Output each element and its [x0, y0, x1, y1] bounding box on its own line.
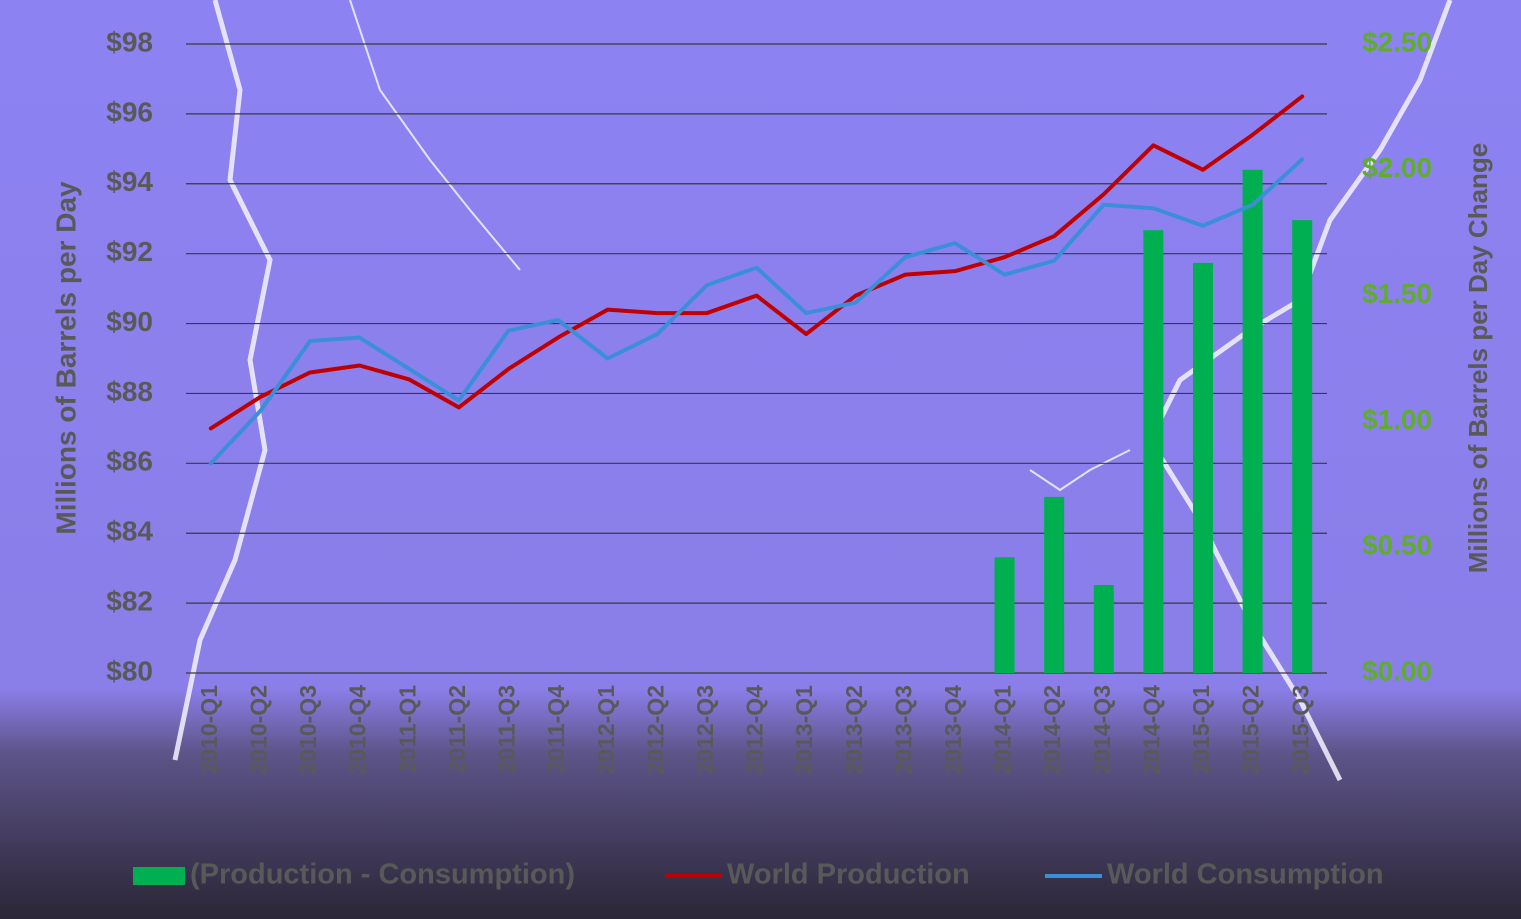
x-tick-label: 2014-Q1	[990, 685, 1016, 775]
x-tick-label: 2014-Q4	[1138, 685, 1164, 775]
bar	[1093, 584, 1114, 673]
x-tick-label: 2013-Q4	[940, 685, 966, 775]
x-tick-label: 2012-Q3	[692, 685, 718, 775]
x-tick-label: 2011-Q2	[444, 685, 470, 773]
x-tick-label: 2013-Q1	[791, 685, 817, 775]
y2-tick-label: $0.50	[1362, 530, 1432, 561]
x-tick-label: 2011-Q4	[543, 685, 569, 773]
y-tick-label: $92	[106, 236, 153, 267]
x-tick-label: 2012-Q4	[742, 685, 768, 775]
bar	[1242, 169, 1263, 674]
y-tick-label: $90	[106, 306, 153, 337]
bar	[1143, 230, 1164, 673]
x-tick-label: 2013-Q2	[841, 685, 867, 775]
legend-swatch	[133, 867, 185, 885]
y2-tick-label: $2.50	[1362, 26, 1432, 57]
x-tick-label: 2014-Q3	[1089, 685, 1115, 775]
legend-label: World Production	[727, 859, 970, 891]
x-tick-label: 2012-Q2	[642, 685, 668, 775]
x-tick-label: 2011-Q1	[394, 685, 420, 773]
y-axis-title: Millions of Barrels per Day	[50, 181, 81, 535]
y-tick-label: $88	[106, 376, 153, 407]
y2-axis-title: Millions of Barrels per Day Change	[1463, 143, 1493, 574]
x-tick-label: 2011-Q3	[494, 685, 520, 773]
y-tick-label: $84	[106, 516, 153, 547]
x-tick-label: 2013-Q3	[890, 685, 916, 775]
y-tick-label: $98	[106, 26, 153, 57]
bar	[1292, 220, 1313, 673]
y2-tick-label: $1.00	[1362, 404, 1432, 435]
legend-label: World Consumption	[1107, 859, 1384, 891]
x-tick-label: 2012-Q1	[593, 685, 619, 775]
line	[208, 157, 1305, 466]
y-tick-label: $82	[106, 586, 153, 617]
y-tick-label: $86	[106, 446, 153, 477]
bar	[994, 557, 1015, 673]
x-tick-label: 2010-Q1	[196, 685, 222, 775]
y2-tick-label: $1.50	[1362, 278, 1432, 309]
line	[208, 94, 1305, 431]
y-tick-label: $80	[106, 655, 153, 686]
y-tick-label: $94	[106, 166, 153, 197]
x-tick-label: 2015-Q2	[1238, 685, 1264, 775]
legend-label: (Production - Consumption)	[190, 859, 575, 891]
y2-tick-label: $2.00	[1362, 152, 1432, 183]
x-tick-label: 2015-Q1	[1188, 685, 1214, 775]
bar	[1044, 496, 1065, 673]
x-tick-label: 2015-Q3	[1287, 685, 1313, 775]
bar	[1192, 262, 1213, 673]
x-tick-label: 2010-Q2	[245, 685, 271, 775]
y-tick-label: $96	[106, 96, 153, 127]
y2-tick-label: $0.00	[1362, 655, 1432, 686]
x-tick-label: 2010-Q4	[345, 685, 371, 775]
x-tick-label: 2010-Q3	[295, 685, 321, 775]
x-tick-label: 2014-Q2	[1039, 685, 1065, 775]
